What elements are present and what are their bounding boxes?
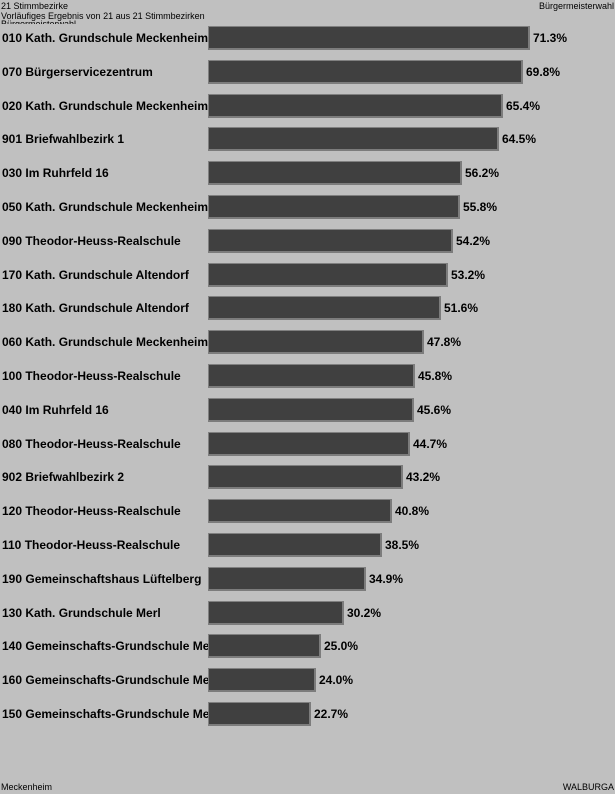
category-label: 100 Theodor-Heuss-Realschule: [2, 369, 181, 383]
value-label: 69.8%: [526, 65, 561, 79]
value-label: 64.5%: [502, 132, 537, 146]
bar: [208, 601, 344, 625]
bar: [208, 567, 366, 591]
category-label: 170 Kath. Grundschule Altendorf: [2, 268, 189, 282]
value-label: 34.9%: [369, 572, 404, 586]
bar: [208, 229, 453, 253]
category-label: 080 Theodor-Heuss-Realschule: [2, 437, 181, 451]
value-label: 44.7%: [413, 437, 448, 451]
category-label: 040 Im Ruhrfeld 16: [2, 403, 109, 417]
value-label: 54.2%: [456, 234, 491, 248]
value-label: 25.0%: [324, 639, 359, 653]
bar: [208, 94, 503, 118]
bar: [208, 533, 382, 557]
result-status: Vorläufiges Ergebnis von 21 aus 21 Stimm…: [1, 11, 205, 21]
footer-candidate: WALBURGA: [562, 782, 614, 792]
bar: [208, 195, 460, 219]
value-label: 51.6%: [444, 301, 479, 315]
bar: [208, 26, 530, 50]
value-label: 71.3%: [533, 31, 568, 45]
bar: [208, 296, 441, 320]
category-label: 030 Im Ruhrfeld 16: [2, 166, 109, 180]
category-label: 070 Bürgerservicezentrum: [2, 65, 153, 79]
category-label: 120 Theodor-Heuss-Realschule: [2, 504, 181, 518]
bar: [208, 161, 462, 185]
category-label: 060 Kath. Grundschule Meckenheim: [2, 335, 208, 349]
bar: [208, 702, 311, 726]
category-label: 160 Gemeinschafts-Grundschule Merl: [2, 673, 208, 687]
category-label: 140 Gemeinschafts-Grundschule Merl: [2, 639, 208, 653]
bar: [208, 432, 410, 456]
election-title: Bürgermeisterwahl: [538, 1, 614, 11]
value-label: 24.0%: [319, 673, 354, 687]
value-label: 56.2%: [465, 166, 500, 180]
footer-municipality: Meckenheim: [1, 782, 53, 792]
category-label: 180 Kath. Grundschule Altendorf: [2, 301, 189, 315]
category-label: 901 Briefwahlbezirk 1: [2, 132, 125, 146]
category-label: 110 Theodor-Heuss-Realschule: [2, 538, 181, 552]
value-label: 55.8%: [463, 200, 498, 214]
bar: [208, 263, 448, 287]
bar: [208, 330, 424, 354]
value-label: 22.7%: [314, 707, 349, 721]
value-label: 43.2%: [406, 470, 441, 484]
bar: [208, 668, 316, 692]
value-label: 47.8%: [427, 335, 462, 349]
bar: [208, 499, 392, 523]
district-count: 21 Stimmbezirke: [1, 1, 69, 11]
value-label: 65.4%: [506, 99, 541, 113]
bar: [208, 634, 321, 658]
value-label: 53.2%: [451, 268, 486, 282]
bar: [208, 60, 523, 84]
bar: [208, 127, 499, 151]
value-label: 45.8%: [418, 369, 453, 383]
category-label: 150 Gemeinschafts-Grundschule Merl: [2, 707, 208, 721]
bar: [208, 364, 415, 388]
value-label: 38.5%: [385, 538, 420, 552]
category-label: 090 Theodor-Heuss-Realschule: [2, 234, 181, 248]
category-label: 020 Kath. Grundschule Meckenheim: [2, 99, 208, 113]
header-cut-line: Bürgermeisterwahl: [1, 19, 77, 24]
category-label: 190 Gemeinschaftshaus Lüftelberg: [2, 572, 202, 586]
value-label: 45.6%: [417, 403, 452, 417]
header-info: 21 Stimmbezirke Vorläufiges Ergebnis von…: [1, 1, 205, 21]
bar: [208, 465, 403, 489]
category-label: 050 Kath. Grundschule Meckenheim: [2, 200, 208, 214]
category-label: 130 Kath. Grundschule Merl: [2, 606, 161, 620]
category-label: 902 Briefwahlbezirk 2: [2, 470, 125, 484]
category-label: 010 Kath. Grundschule Meckenheim: [2, 31, 208, 45]
bar: [208, 398, 414, 422]
value-label: 30.2%: [347, 606, 382, 620]
value-label: 40.8%: [395, 504, 430, 518]
